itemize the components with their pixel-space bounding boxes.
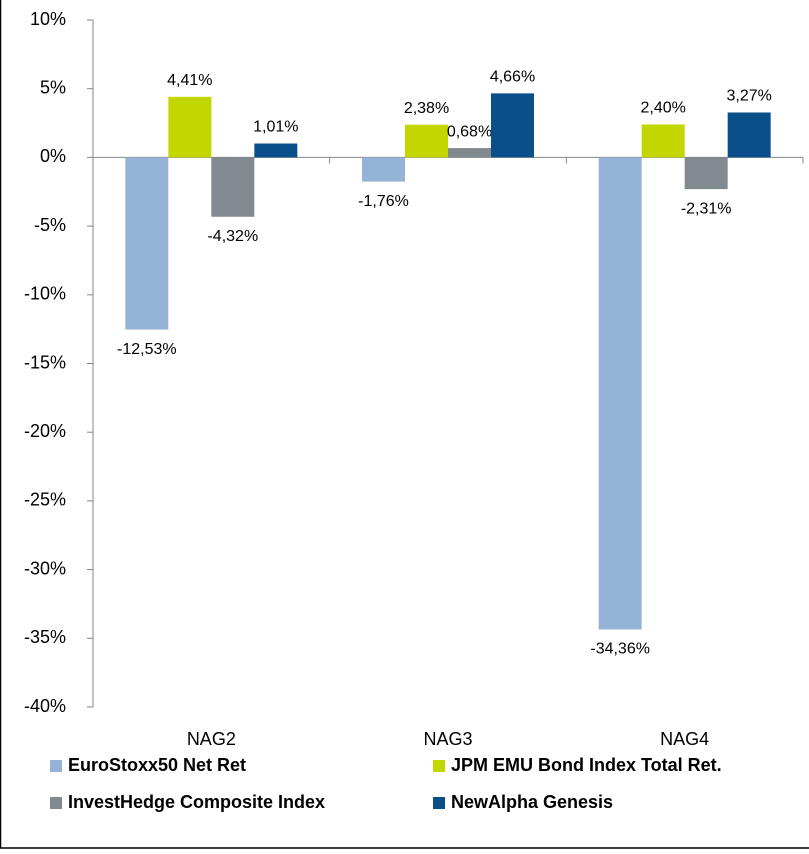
bar <box>448 148 491 157</box>
data-label: 1,01% <box>253 119 298 136</box>
legend-swatch <box>433 760 445 772</box>
legend-label: NewAlpha Genesis <box>451 792 613 812</box>
data-label: -4,32% <box>207 228 258 245</box>
bar <box>362 157 405 181</box>
data-label: -12,53% <box>117 341 177 358</box>
data-label: -2,31% <box>681 200 732 217</box>
data-label: 4,66% <box>490 69 535 86</box>
y-tick-label: -25% <box>24 490 66 510</box>
legend-label: JPM EMU Bond Index Total Ret. <box>451 755 722 775</box>
data-label: -34,36% <box>590 641 650 658</box>
x-tick-label: NAG3 <box>423 729 472 749</box>
bar <box>254 144 297 158</box>
data-label: 2,40% <box>640 100 685 117</box>
y-tick-label: -35% <box>24 627 66 647</box>
y-tick-label: -10% <box>24 284 66 304</box>
legend-label: EuroStoxx50 Net Ret <box>68 755 246 775</box>
bar <box>728 112 771 157</box>
y-tick-label: -40% <box>24 696 66 716</box>
legend-swatch <box>50 760 62 772</box>
y-tick-label: -20% <box>24 421 66 441</box>
legend-swatch <box>50 797 62 809</box>
x-tick-label: NAG4 <box>660 729 709 749</box>
bar <box>405 125 448 158</box>
data-label: 4,41% <box>167 72 212 89</box>
data-label: 3,27% <box>726 88 771 105</box>
bar <box>642 124 685 157</box>
y-tick-label: -30% <box>24 558 66 578</box>
data-label: 2,38% <box>404 100 449 117</box>
x-tick-label: NAG2 <box>187 729 236 749</box>
y-tick-label: -15% <box>24 352 66 372</box>
legend-label: InvestHedge Composite Index <box>68 792 325 812</box>
y-tick-label: -5% <box>34 215 66 235</box>
legend-swatch <box>433 797 445 809</box>
data-label: 0,68% <box>447 123 492 140</box>
y-tick-label: 10% <box>30 9 66 29</box>
bar <box>491 93 534 157</box>
y-tick-label: 5% <box>40 77 66 97</box>
bar <box>599 157 642 629</box>
bar <box>685 157 728 189</box>
data-label: -1,76% <box>358 193 409 210</box>
bar <box>211 157 254 216</box>
bar <box>125 157 168 329</box>
y-tick-label: 0% <box>40 146 66 166</box>
bar <box>168 97 211 158</box>
